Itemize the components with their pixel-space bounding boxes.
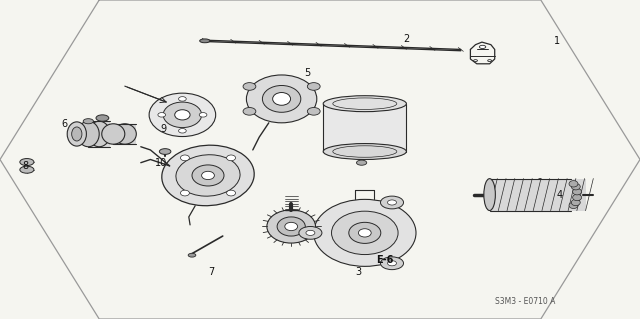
Ellipse shape	[175, 110, 190, 120]
Polygon shape	[88, 121, 110, 147]
Text: 10: 10	[155, 158, 168, 168]
Ellipse shape	[306, 230, 315, 235]
Ellipse shape	[176, 155, 240, 196]
Ellipse shape	[569, 181, 578, 187]
Ellipse shape	[569, 202, 578, 209]
Text: 3: 3	[355, 267, 362, 277]
Text: E-6: E-6	[376, 255, 394, 265]
Ellipse shape	[307, 108, 320, 115]
Ellipse shape	[180, 155, 189, 161]
Ellipse shape	[243, 83, 256, 90]
Ellipse shape	[199, 113, 207, 117]
Ellipse shape	[162, 145, 254, 206]
Ellipse shape	[200, 39, 210, 43]
Ellipse shape	[77, 121, 99, 147]
Ellipse shape	[20, 166, 34, 173]
Ellipse shape	[243, 108, 256, 115]
Ellipse shape	[572, 199, 580, 206]
Ellipse shape	[113, 124, 136, 144]
Ellipse shape	[202, 171, 214, 180]
Text: 5: 5	[304, 68, 310, 78]
Ellipse shape	[158, 113, 166, 117]
Ellipse shape	[88, 121, 110, 147]
Ellipse shape	[356, 160, 367, 165]
Ellipse shape	[534, 179, 546, 211]
Text: 9: 9	[160, 124, 166, 134]
Ellipse shape	[180, 190, 189, 196]
Ellipse shape	[387, 200, 396, 205]
Ellipse shape	[83, 119, 93, 124]
Ellipse shape	[273, 93, 291, 105]
Ellipse shape	[262, 85, 301, 112]
Ellipse shape	[299, 226, 322, 239]
Ellipse shape	[102, 124, 125, 144]
Polygon shape	[323, 104, 406, 152]
Ellipse shape	[380, 257, 403, 270]
Polygon shape	[490, 179, 586, 211]
Text: 4: 4	[557, 189, 563, 200]
Ellipse shape	[285, 222, 298, 231]
Ellipse shape	[323, 96, 406, 112]
Text: 2: 2	[403, 34, 410, 44]
Ellipse shape	[573, 194, 582, 201]
Ellipse shape	[488, 60, 492, 62]
Ellipse shape	[246, 75, 317, 123]
Text: 6: 6	[61, 119, 67, 130]
Ellipse shape	[67, 122, 86, 146]
Ellipse shape	[96, 115, 109, 121]
Ellipse shape	[227, 190, 236, 196]
Ellipse shape	[479, 45, 486, 48]
Ellipse shape	[572, 183, 580, 190]
Ellipse shape	[179, 129, 186, 133]
Text: 1: 1	[554, 36, 560, 47]
Text: S3M3 - E0710 A: S3M3 - E0710 A	[495, 297, 555, 306]
Ellipse shape	[20, 159, 34, 166]
Ellipse shape	[149, 93, 216, 137]
Ellipse shape	[307, 83, 320, 90]
Ellipse shape	[573, 189, 582, 195]
Ellipse shape	[159, 149, 171, 154]
Ellipse shape	[188, 253, 196, 257]
Ellipse shape	[349, 222, 381, 243]
Ellipse shape	[387, 261, 396, 266]
Ellipse shape	[380, 196, 403, 209]
Ellipse shape	[227, 155, 236, 161]
Ellipse shape	[163, 102, 202, 128]
Text: 8: 8	[22, 161, 29, 171]
Text: 7: 7	[208, 267, 214, 277]
Ellipse shape	[179, 97, 186, 101]
Ellipse shape	[484, 179, 495, 211]
Ellipse shape	[72, 127, 82, 141]
Ellipse shape	[358, 229, 371, 237]
Ellipse shape	[267, 210, 316, 243]
Ellipse shape	[323, 144, 406, 160]
Polygon shape	[113, 124, 136, 144]
Ellipse shape	[277, 217, 305, 236]
Ellipse shape	[314, 199, 416, 266]
Ellipse shape	[332, 211, 398, 255]
Ellipse shape	[474, 60, 477, 62]
Ellipse shape	[192, 165, 224, 186]
